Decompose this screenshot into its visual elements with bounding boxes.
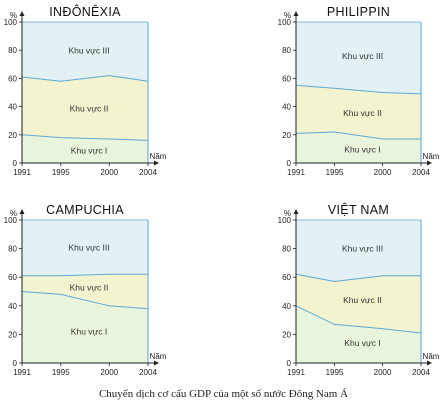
series-boundary-line xyxy=(21,75,149,82)
x-tick-label: 1991 xyxy=(13,168,31,177)
x-tick-label: 1991 xyxy=(13,368,31,377)
x-tick-label: 2000 xyxy=(100,368,118,377)
area-2 xyxy=(22,75,148,141)
y-tick-label: 80 xyxy=(282,245,291,254)
x-tick-label: 1995 xyxy=(52,368,70,377)
x-axis-arrow xyxy=(427,160,432,166)
area-1 xyxy=(22,134,148,163)
chart-panel-0: 0 20 40 60 80 100 1991 1995 2000 2004% Năm INĐÔNÊXI… xyxy=(4,4,167,177)
series-label-3: Khu vực III xyxy=(342,51,383,61)
y-tick-label: 20 xyxy=(282,131,291,140)
area-3 xyxy=(296,220,421,282)
x-axis-arrow xyxy=(427,360,432,366)
y-tick-label: 80 xyxy=(282,46,291,55)
x-axis-label: Năm xyxy=(150,352,167,361)
x-tick-label: 1991 xyxy=(287,368,305,377)
y-axis-arrow xyxy=(19,209,25,214)
area-1 xyxy=(22,291,148,363)
series-label-2: Khu vực II xyxy=(343,108,382,118)
area-1 xyxy=(296,305,421,363)
x-tick-label: 2004 xyxy=(139,368,157,377)
x-tick-label: 1995 xyxy=(52,168,70,177)
series-boundary-line xyxy=(21,291,149,310)
series-boundary-line xyxy=(295,305,422,334)
x-tick-label: 1995 xyxy=(326,168,344,177)
series-label-1: Khu vực I xyxy=(71,327,107,337)
chart-title: INĐÔNÊXIA xyxy=(49,4,121,19)
y-tick-label: 100 xyxy=(278,216,292,225)
x-tick-label: 2004 xyxy=(412,168,430,177)
series-boundary-line xyxy=(295,273,421,283)
x-axis-arrow xyxy=(154,360,159,366)
area-1 xyxy=(296,132,421,163)
y-axis-arrow xyxy=(293,11,299,16)
y-tick-label: 20 xyxy=(8,131,17,140)
x-axis-label: Năm xyxy=(150,152,167,161)
y-tick-label: 80 xyxy=(8,46,17,55)
chart-title: CAMPUCHIA xyxy=(46,203,124,217)
y-axis-unit: % xyxy=(10,209,17,218)
series-label-3: Khu vực III xyxy=(68,243,109,253)
series-label-1: Khu vực I xyxy=(344,338,380,348)
y-tick-label: 60 xyxy=(8,273,17,282)
series-boundary-line xyxy=(295,84,422,95)
y-tick-label: 0 xyxy=(287,159,292,168)
x-tick-label: 2000 xyxy=(100,168,118,177)
series-boundary-line xyxy=(295,131,421,140)
area-3 xyxy=(22,22,148,82)
x-tick-label: 2000 xyxy=(374,168,392,177)
chart-title: VIỆT NAM xyxy=(328,202,389,217)
series-label-1: Khu vực I xyxy=(344,144,380,154)
series-label-1: Khu vực I xyxy=(71,145,107,155)
x-axis-arrow xyxy=(154,160,159,166)
y-tick-label: 100 xyxy=(278,18,292,27)
y-tick-label: 0 xyxy=(13,159,18,168)
area-2 xyxy=(296,85,421,139)
y-axis-unit: % xyxy=(10,11,17,20)
series-label-2: Khu vực II xyxy=(343,295,382,305)
x-tick-label: 2004 xyxy=(412,368,430,377)
figure-caption: Chuyển dịch cơ cấu GDP của một số nước Đ… xyxy=(98,388,349,400)
y-axis-arrow xyxy=(19,11,25,16)
area-3 xyxy=(296,22,421,94)
y-tick-label: 20 xyxy=(282,330,291,339)
chart-panel-1: 0 20 40 60 80 100 1991 1995 2000 2004% Năm PHILIPPI… xyxy=(278,5,440,177)
y-axis-arrow xyxy=(293,209,299,214)
y-axis-unit: % xyxy=(284,209,291,218)
y-tick-label: 60 xyxy=(282,273,291,282)
y-tick-label: 40 xyxy=(8,302,17,311)
y-tick-label: 60 xyxy=(282,74,291,83)
y-axis-unit: % xyxy=(284,11,291,20)
series-label-2: Khu vực II xyxy=(70,103,109,113)
y-tick-label: 40 xyxy=(8,103,17,112)
x-tick-label: 2004 xyxy=(139,168,157,177)
series-boundary-line xyxy=(21,134,149,141)
y-tick-label: 40 xyxy=(282,302,291,311)
chart-panel-3: 0 20 40 60 80 100 1991 1995 2000 2004% Năm VIỆT NAM… xyxy=(278,202,440,377)
x-axis-label: Năm xyxy=(423,352,440,361)
y-tick-label: 80 xyxy=(8,245,17,254)
y-tick-label: 100 xyxy=(4,18,18,27)
y-tick-label: 20 xyxy=(8,330,17,339)
y-tick-label: 60 xyxy=(8,74,17,83)
y-tick-label: 0 xyxy=(13,359,18,368)
area-2 xyxy=(296,274,421,333)
chart-title: PHILIPPIN xyxy=(327,5,390,19)
series-label-2: Khu vực II xyxy=(70,283,109,293)
y-tick-label: 100 xyxy=(4,216,18,225)
area-2 xyxy=(22,274,148,309)
y-tick-label: 0 xyxy=(287,359,292,368)
x-tick-label: 1991 xyxy=(287,168,305,177)
series-boundary-line xyxy=(22,273,148,277)
chart-panel-2: 0 20 40 60 80 100 1991 1995 2000 2004% Năm CAMPUCHI… xyxy=(4,203,167,377)
area-3 xyxy=(22,220,148,276)
x-axis-label: Năm xyxy=(423,152,440,161)
series-label-3: Khu vực III xyxy=(342,243,383,253)
x-tick-label: 2000 xyxy=(374,368,392,377)
x-tick-label: 1995 xyxy=(326,368,344,377)
series-label-3: Khu vực III xyxy=(68,45,109,55)
y-tick-label: 40 xyxy=(282,103,291,112)
